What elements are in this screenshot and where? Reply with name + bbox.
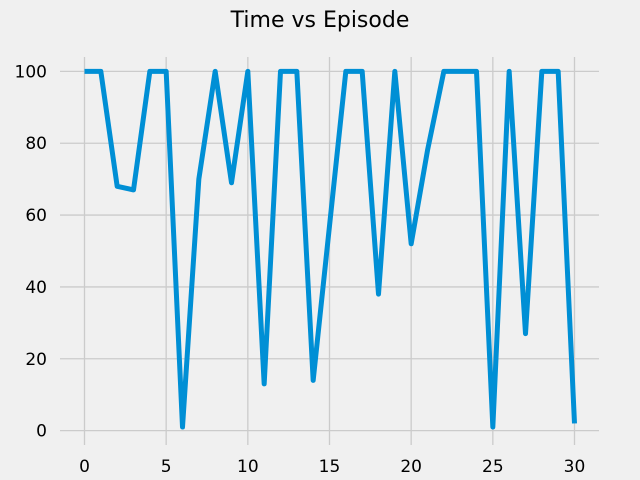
x-tick-label: 25 [482, 457, 504, 477]
x-tick-label: 15 [319, 457, 341, 477]
series-line [84, 68, 577, 430]
y-tick-label: 0 [36, 422, 47, 442]
y-tick-label: 100 [15, 62, 47, 82]
y-tick-label: 40 [25, 278, 47, 298]
chart-title: Time vs Episode [230, 8, 410, 33]
y-tick-label: 80 [25, 134, 47, 154]
y-tick-label: 60 [25, 206, 47, 226]
x-tick-label: 20 [400, 457, 422, 477]
y-tick-label: 20 [25, 350, 47, 370]
x-tick-label: 10 [237, 457, 259, 477]
x-tick-label: 0 [79, 457, 90, 477]
tick-labels: 0 5 10 15 20 25 30 0 20 40 60 80 100 [15, 62, 586, 477]
x-tick-label: 5 [161, 457, 172, 477]
series-layer [84, 68, 577, 430]
x-tick-label: 30 [564, 457, 586, 477]
